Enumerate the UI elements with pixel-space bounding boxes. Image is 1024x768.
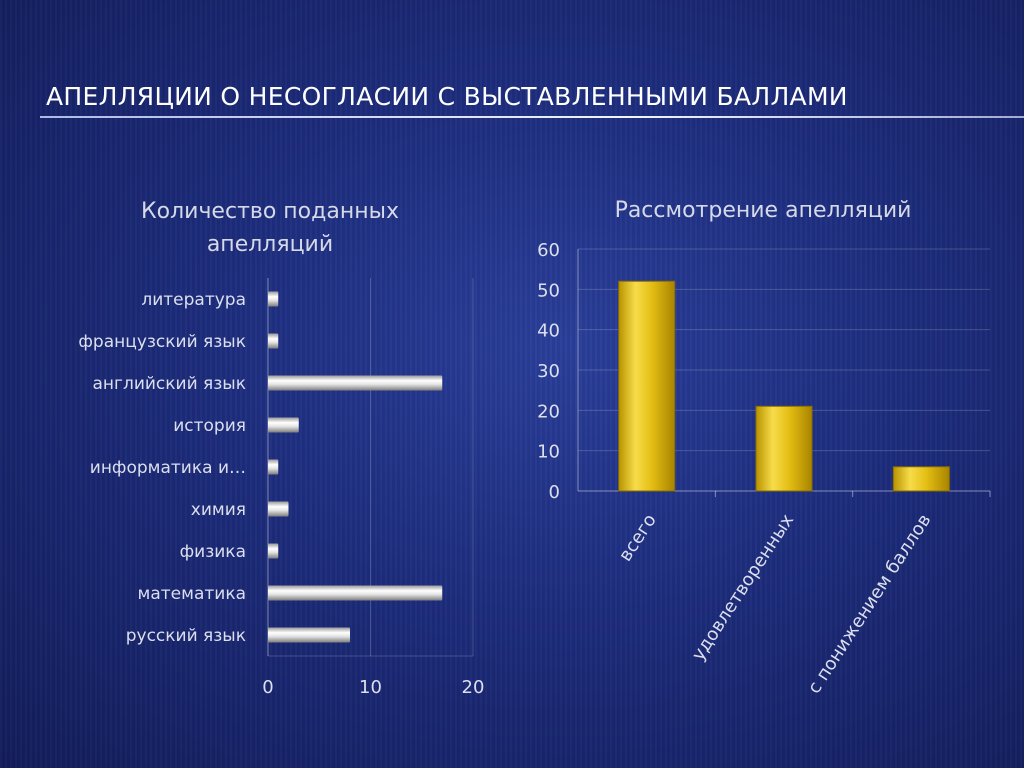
right-bar [892, 466, 950, 492]
left-bar [268, 627, 350, 643]
left-category-label: история [173, 416, 246, 436]
right-category-label: с понижением баллов [804, 510, 936, 697]
left-bar [268, 417, 299, 433]
right-category-label: удовлетворенных [688, 510, 799, 665]
left-category-label: литература [141, 290, 246, 310]
right-y-tick-label: 0 [549, 482, 560, 503]
left-bar [268, 543, 279, 559]
left-category-label: английский язык [93, 374, 247, 394]
right-y-tick-label: 50 [537, 280, 560, 301]
left-x-tick-label: 20 [462, 677, 485, 698]
left-bar [268, 501, 289, 517]
applications-count-chart: Количество поданных апелляций литература… [78, 199, 484, 698]
left-bar [268, 333, 279, 349]
left-category-label: информатика и… [90, 458, 246, 478]
appeals-review-chart: Рассмотрение апелляций 0 10 20 30 40 50 60 все… [537, 198, 991, 698]
left-category-label: математика [138, 584, 246, 604]
title-divider [40, 116, 1024, 118]
slide-title: АПЕЛЛЯЦИИ О НЕСОГЛАСИИ С ВЫСТАВЛЕННЫМИ Б… [46, 82, 848, 111]
left-category-label: физика [180, 542, 246, 562]
left-chart-title-line-2: апелляций [207, 232, 333, 257]
right-y-tick-label: 30 [537, 361, 560, 382]
right-chart-title: Рассмотрение апелляций [615, 198, 912, 223]
right-y-tick-label: 20 [537, 401, 560, 422]
left-bar [268, 585, 443, 601]
left-x-tick-label: 10 [359, 677, 382, 698]
right-y-tick-label: 40 [537, 321, 560, 342]
left-chart-title-line-1: Количество поданных [141, 199, 399, 224]
left-bar [268, 291, 279, 307]
right-bar [755, 405, 813, 492]
right-bar [618, 280, 676, 492]
right-y-tick-label: 60 [537, 240, 560, 261]
left-bar [268, 459, 279, 475]
left-category-label: французский язык [78, 332, 246, 352]
right-y-tick-label: 10 [537, 442, 560, 463]
left-x-tick-label: 0 [262, 677, 273, 698]
left-category-label: русский язык [126, 626, 246, 646]
right-category-label: всего [615, 510, 661, 565]
left-category-label: химия [191, 500, 246, 520]
left-bar [268, 375, 443, 391]
